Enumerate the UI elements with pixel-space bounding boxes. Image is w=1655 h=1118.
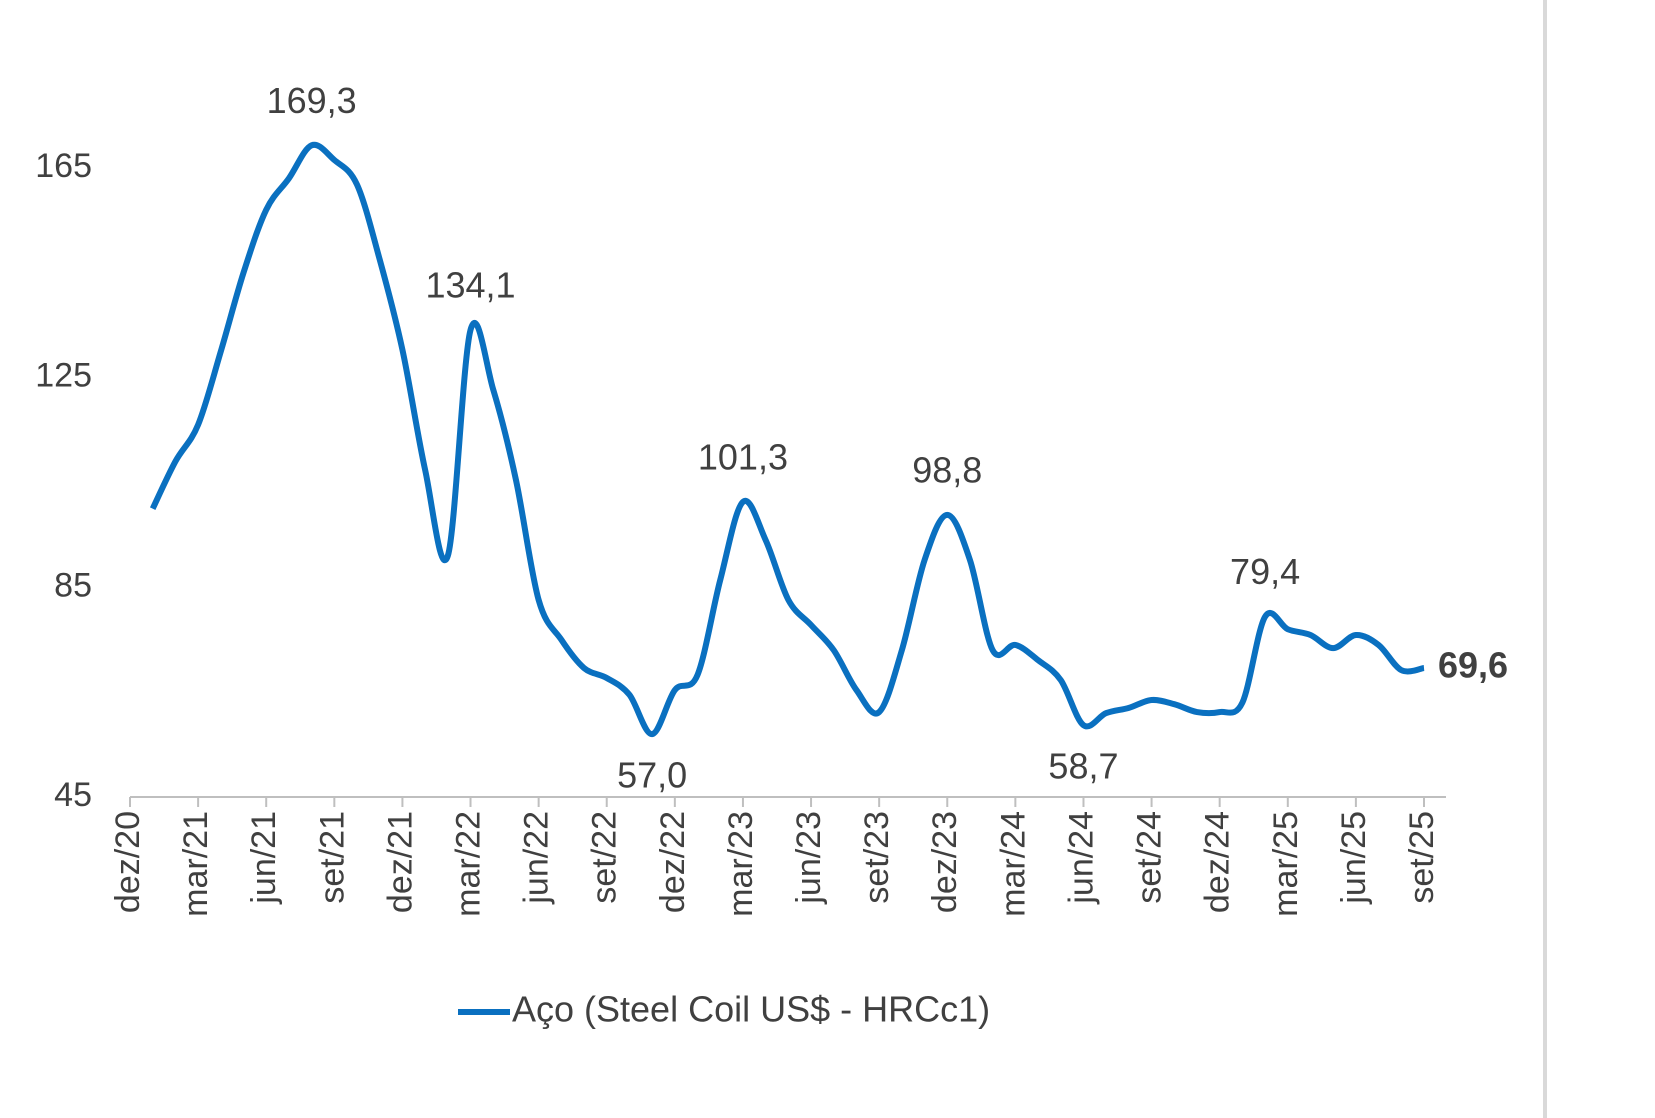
x-tick-label: jun/22 [518, 811, 556, 905]
data-label: 57,0 [617, 755, 687, 796]
x-tick-label: mar/23 [722, 811, 760, 917]
x-tick-label: set/22 [586, 811, 624, 904]
x-tick-label: dez/24 [1199, 811, 1237, 913]
data-label: 134,1 [425, 264, 515, 305]
x-tick-label: mar/25 [1267, 811, 1305, 917]
x-tick-label: set/21 [313, 811, 351, 904]
x-tick-label: set/23 [858, 811, 896, 904]
series-line [149, 141, 1425, 738]
data-label: 69,6 [1438, 645, 1508, 686]
x-tick-label: mar/21 [177, 811, 215, 917]
x-tick-label: mar/22 [450, 811, 488, 917]
data-label: 101,3 [698, 436, 788, 477]
legend-label: Aço (Steel Coil US$ - HRCc1) [512, 989, 990, 1030]
x-tick-label: jun/21 [245, 811, 283, 905]
x-tick-label: set/25 [1403, 811, 1441, 904]
data-label: 169,3 [267, 80, 357, 121]
x-tick-label: jun/23 [790, 811, 828, 905]
data-label: 58,7 [1048, 746, 1118, 787]
x-tick-label: dez/23 [926, 811, 964, 913]
x-tick-label: dez/20 [109, 811, 147, 913]
x-tick-label: dez/22 [654, 811, 692, 913]
y-tick-label: 125 [35, 357, 92, 395]
x-tick-label: jun/24 [1062, 811, 1100, 905]
x-tick-label: dez/21 [381, 811, 419, 913]
y-tick-label: 45 [54, 776, 92, 814]
y-tick-label: 85 [54, 566, 92, 604]
x-tick-label: jun/25 [1335, 811, 1373, 905]
x-tick-label: set/24 [1131, 811, 1169, 904]
data-label: 79,4 [1230, 551, 1300, 592]
y-tick-label: 165 [35, 147, 92, 185]
x-tick-label: mar/24 [994, 811, 1032, 917]
data-label: 98,8 [912, 449, 982, 490]
